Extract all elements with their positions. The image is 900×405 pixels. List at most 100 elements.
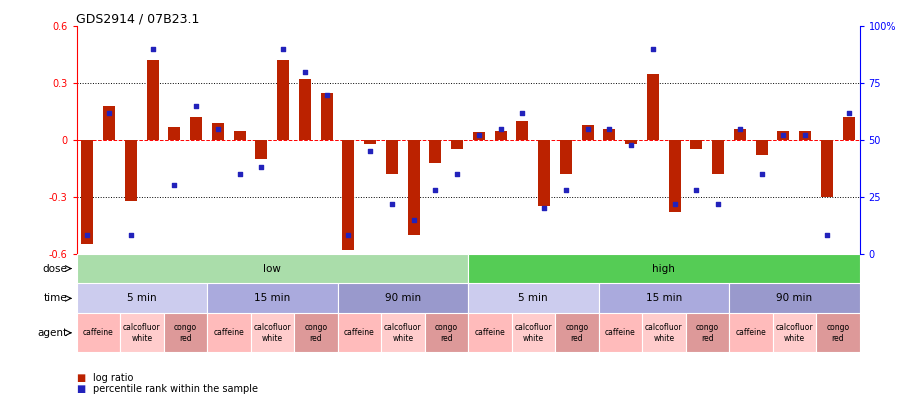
- Point: [733, 126, 747, 132]
- Bar: [120, 313, 164, 352]
- Text: agent: agent: [37, 328, 68, 338]
- Bar: [76, 284, 207, 313]
- Point: [102, 109, 116, 116]
- Point: [776, 132, 790, 139]
- Text: congo
red: congo red: [174, 323, 197, 343]
- Bar: [125, 140, 137, 200]
- Bar: [190, 117, 203, 140]
- Point: [515, 109, 529, 116]
- Bar: [642, 313, 686, 352]
- Bar: [468, 284, 598, 313]
- Bar: [320, 93, 333, 140]
- Text: congo
red: congo red: [435, 323, 458, 343]
- Point: [80, 232, 94, 239]
- Bar: [626, 140, 637, 144]
- Bar: [168, 127, 180, 140]
- Text: calcofluor
white: calcofluor white: [123, 323, 160, 343]
- Text: congo
red: congo red: [565, 323, 589, 343]
- Bar: [472, 132, 485, 140]
- Point: [407, 216, 421, 223]
- Bar: [381, 313, 425, 352]
- Bar: [76, 313, 120, 352]
- Text: 15 min: 15 min: [645, 293, 682, 303]
- Point: [493, 126, 508, 132]
- Text: percentile rank within the sample: percentile rank within the sample: [93, 384, 257, 394]
- Text: caffeine: caffeine: [735, 328, 766, 337]
- Point: [146, 46, 160, 52]
- Point: [298, 68, 312, 75]
- Bar: [256, 140, 267, 159]
- Point: [232, 171, 247, 177]
- Text: calcofluor
white: calcofluor white: [776, 323, 813, 343]
- Point: [820, 232, 834, 239]
- Bar: [778, 130, 789, 140]
- Bar: [468, 254, 860, 284]
- Point: [450, 171, 464, 177]
- Bar: [647, 74, 659, 140]
- Bar: [669, 140, 680, 212]
- Bar: [104, 106, 115, 140]
- Text: calcofluor
white: calcofluor white: [515, 323, 552, 343]
- Text: ■: ■: [76, 373, 86, 383]
- Text: congo
red: congo red: [826, 323, 850, 343]
- Bar: [338, 313, 381, 352]
- Bar: [690, 140, 702, 149]
- Bar: [734, 129, 746, 140]
- Bar: [386, 140, 398, 174]
- Bar: [842, 117, 855, 140]
- Text: caffeine: caffeine: [83, 328, 113, 337]
- Bar: [429, 140, 441, 163]
- Bar: [425, 313, 468, 352]
- Text: 15 min: 15 min: [254, 293, 291, 303]
- Bar: [598, 313, 642, 352]
- Text: 90 min: 90 min: [384, 293, 421, 303]
- Text: log ratio: log ratio: [93, 373, 133, 383]
- Bar: [212, 123, 224, 140]
- Bar: [338, 284, 468, 313]
- Point: [341, 232, 356, 239]
- Bar: [756, 140, 768, 155]
- Bar: [560, 140, 572, 174]
- Bar: [821, 140, 833, 197]
- Point: [689, 187, 704, 193]
- Bar: [408, 140, 419, 234]
- Bar: [294, 313, 338, 352]
- Bar: [342, 140, 355, 250]
- Bar: [799, 130, 811, 140]
- Point: [123, 232, 138, 239]
- Point: [428, 187, 443, 193]
- Bar: [816, 313, 860, 352]
- Bar: [511, 313, 555, 352]
- Bar: [686, 313, 729, 352]
- Point: [580, 126, 595, 132]
- Bar: [712, 140, 724, 174]
- Bar: [598, 284, 729, 313]
- Bar: [207, 284, 338, 313]
- Text: dose: dose: [42, 264, 68, 273]
- Bar: [468, 313, 511, 352]
- Bar: [603, 129, 616, 140]
- Point: [254, 164, 268, 171]
- Point: [624, 141, 638, 148]
- Text: caffeine: caffeine: [474, 328, 505, 337]
- Point: [363, 148, 377, 155]
- Point: [754, 171, 769, 177]
- Bar: [81, 140, 94, 244]
- Text: congo
red: congo red: [696, 323, 719, 343]
- Text: 90 min: 90 min: [776, 293, 813, 303]
- Point: [189, 102, 203, 109]
- Bar: [207, 313, 250, 352]
- Text: low: low: [264, 264, 281, 273]
- Point: [711, 200, 725, 207]
- Text: calcofluor
white: calcofluor white: [254, 323, 291, 343]
- Text: ■: ■: [76, 384, 86, 394]
- Point: [537, 205, 552, 211]
- Text: 5 min: 5 min: [127, 293, 157, 303]
- Point: [645, 46, 660, 52]
- Point: [842, 109, 856, 116]
- Bar: [277, 60, 289, 140]
- Point: [472, 132, 486, 139]
- Bar: [517, 121, 528, 140]
- Bar: [299, 79, 310, 140]
- Bar: [147, 60, 158, 140]
